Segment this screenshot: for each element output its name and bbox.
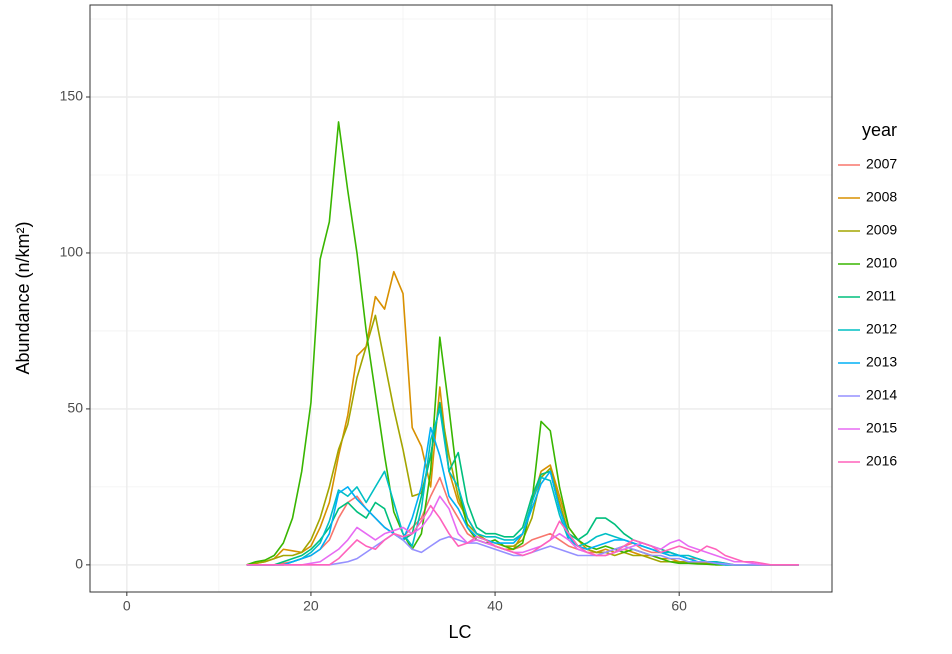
x-axis-label: LC — [448, 622, 471, 642]
x-tick-label: 0 — [123, 598, 131, 614]
series-line — [246, 504, 799, 566]
legend-label: 2011 — [866, 288, 896, 304]
series-line — [246, 121, 799, 566]
legend-title: year — [862, 120, 897, 140]
legend-label: 2014 — [866, 387, 897, 403]
legend-label: 2016 — [866, 453, 897, 469]
legend-label: 2013 — [866, 354, 897, 370]
y-tick-label: 50 — [67, 400, 83, 416]
y-tick-label: 100 — [60, 244, 84, 260]
legend-label: 2009 — [866, 222, 897, 238]
y-tick-label: 0 — [75, 556, 83, 572]
x-tick-label: 60 — [671, 598, 687, 614]
plot-border — [89, 4, 833, 593]
series-line — [246, 495, 799, 566]
legend-label: 2015 — [866, 420, 897, 436]
x-tick-label: 40 — [487, 598, 503, 614]
y-tick-label: 150 — [60, 88, 84, 104]
y-axis-label: Abundance (n/km²) — [13, 221, 33, 374]
legend-label: 2012 — [866, 321, 897, 337]
legend-label: 2010 — [866, 255, 897, 271]
x-tick-label: 20 — [303, 598, 319, 614]
legend-label: 2008 — [866, 189, 897, 205]
legend-label: 2007 — [866, 156, 897, 172]
